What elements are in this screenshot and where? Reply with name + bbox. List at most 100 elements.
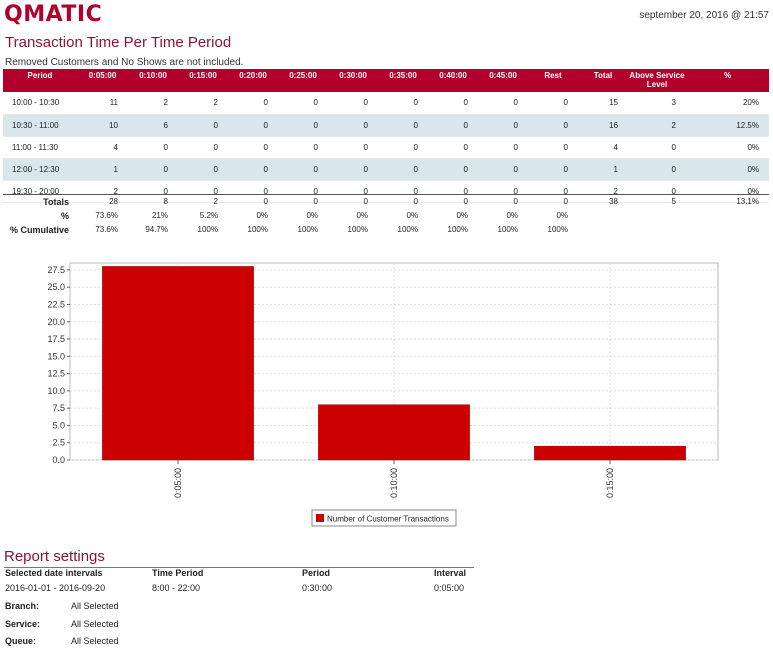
totals-value-cell: 5.2% (199, 211, 218, 220)
table-row: 12:00 - 12:30 1 0 0 0 0 0 0 0 0 0 1 0 0% (3, 158, 769, 181)
totals-value-cell: 13.1% (686, 194, 769, 209)
col-header: Total (578, 69, 628, 92)
totals-value-cell: 0 (528, 194, 578, 209)
report-settings-title: Report settings (4, 548, 105, 565)
value-cell: 0 (328, 136, 378, 159)
service-value: All Selected (71, 619, 119, 629)
value-cell: 2 (178, 92, 228, 115)
totals-value-cell: 0 (428, 194, 478, 209)
settings-divider (4, 567, 474, 568)
totals-row-label: % (60, 210, 69, 221)
transactions-bar-chart: 0.0 2.5 5.0 7.5 10.0 12.5 15.0 17.5 20.0 22.5 25.0… (47, 262, 719, 527)
settings-value-interval: 0:05:00 (434, 583, 465, 593)
value-cell: 0 (478, 136, 528, 159)
col-header: 0:05:00 (77, 69, 128, 92)
x-tick-label: 0:05:00 (173, 468, 183, 498)
value-cell: 0% (686, 158, 769, 181)
y-tick-label: 27.5 (47, 265, 65, 275)
y-tick-label: 2.5 (52, 438, 65, 448)
value-cell: 0 (478, 92, 528, 115)
value-cell: 0 (328, 92, 378, 115)
totals-value-cell: 100% (247, 225, 268, 234)
totals-value-cell: 0% (406, 211, 418, 220)
value-cell: 0 (528, 136, 578, 159)
transaction-table: Period 0:05:00 0:10:00 0:15:00 0:20:00 0… (3, 69, 769, 203)
chart-y-ticks: 0.0 2.5 5.0 7.5 10.0 12.5 15.0 17.5 20.0 22.5 25.0… (47, 265, 70, 465)
value-cell: 0 (378, 136, 428, 159)
totals-value-cell: 100% (497, 225, 518, 234)
totals-value-cell (578, 209, 628, 223)
table-row: 10:30 - 11:00 10 6 0 0 0 0 0 0 0 0 16 2 12.5% (3, 114, 769, 137)
totals-value-cell: 73.6% (95, 225, 118, 234)
queue-value: All Selected (71, 636, 119, 646)
col-header: 0:30:00 (328, 69, 378, 92)
settings-value-time-period: 8:00 - 22:00 (152, 583, 201, 593)
y-tick-label: 0.0 (52, 455, 65, 465)
col-header: 0:25:00 (278, 69, 328, 92)
value-cell: 0 (378, 92, 428, 115)
col-header: Rest (528, 69, 578, 92)
col-header: 0:40:00 (428, 69, 478, 92)
value-cell: 0 (328, 114, 378, 137)
totals-value-cell: 0 (228, 194, 278, 209)
value-cell: 0 (228, 92, 278, 115)
col-header: Period (3, 69, 77, 92)
value-cell: 0 (228, 158, 278, 181)
value-cell: 0 (378, 114, 428, 137)
totals-value-cell: 0% (556, 211, 568, 220)
col-header: 0:35:00 (378, 69, 428, 92)
totals-value-cell: 100% (447, 225, 468, 234)
value-cell: 0 (278, 158, 328, 181)
totals-row-label: Totals (3, 194, 77, 209)
value-cell: 6 (128, 114, 178, 137)
totals-value-cell: 0 (478, 194, 528, 209)
value-cell: 0 (378, 158, 428, 181)
totals-value-cell: 5 (628, 194, 686, 209)
totals-value-cell: 28 (77, 194, 128, 209)
legend-label: Number of Customer Transactions (327, 515, 449, 524)
y-tick-label: 20.0 (47, 317, 65, 327)
queue-label: Queue: (5, 636, 37, 646)
y-tick-label: 17.5 (47, 334, 65, 344)
totals-value-cell: 0 (378, 194, 428, 209)
report-date: september 20, 2016 @ 21:57 (639, 10, 769, 21)
totals-value-cell (628, 223, 686, 237)
value-cell: 0 (628, 136, 686, 159)
value-cell: 0 (228, 136, 278, 159)
period-cell: 12:00 - 12:30 (3, 158, 77, 181)
settings-header-dates: Selected date intervals (5, 568, 103, 578)
y-tick-label: 7.5 (52, 403, 65, 413)
value-cell: 10 (77, 114, 128, 137)
totals-table: Totals 28 8 2 0 0 0 0 0 0 0 38 5 13.1%% 73.6% 21% 5.2% 0%… (3, 194, 769, 237)
col-header: 0:15:00 (178, 69, 228, 92)
y-tick-label: 22.5 (47, 299, 65, 309)
value-cell: 0 (428, 114, 478, 137)
value-cell: 0 (528, 114, 578, 137)
y-tick-label: 15.0 (47, 351, 65, 361)
value-cell: 11 (77, 92, 128, 115)
value-cell: 4 (77, 136, 128, 159)
value-cell: 4 (578, 136, 628, 159)
col-header: 0:45:00 (478, 69, 528, 92)
bar (318, 404, 470, 461)
totals-value-cell: 0% (306, 211, 318, 220)
y-tick-label: 5.0 (52, 420, 65, 430)
totals-value-cell: 2 (178, 194, 228, 209)
value-cell: 0 (278, 92, 328, 115)
value-cell: 0 (428, 92, 478, 115)
totals-row: % 73.6% 21% 5.2% 0% 0% 0% 0% 0% 0% 0% (3, 209, 769, 223)
period-cell: 11:00 - 11:30 (3, 136, 77, 159)
totals-value-cell: 0% (456, 211, 468, 220)
value-cell: 0 (178, 114, 228, 137)
totals-value-cell: 0% (256, 211, 268, 220)
bar (534, 445, 686, 461)
col-header: 0:10:00 (128, 69, 178, 92)
period-cell: 10:00 - 10:30 (3, 92, 77, 115)
value-cell: 1 (77, 158, 128, 181)
branch-label: Branch: (5, 601, 40, 611)
legend-box (311, 509, 457, 527)
totals-value-cell: 0% (356, 211, 368, 220)
totals-row: % Cumulative 73.6% 94.7% 100% 100% 100% 100% 10… (3, 223, 769, 237)
x-tick-label: 0:15:00 (605, 468, 615, 498)
col-header: Above Service Level (628, 69, 686, 92)
